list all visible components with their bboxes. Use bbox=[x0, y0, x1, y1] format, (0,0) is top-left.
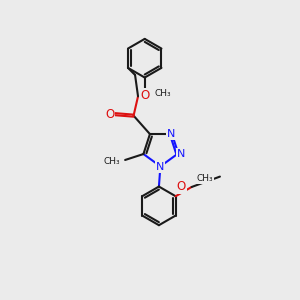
Text: CH₃: CH₃ bbox=[197, 175, 213, 184]
Text: CH₃: CH₃ bbox=[154, 89, 171, 98]
Text: N: N bbox=[167, 129, 175, 139]
Text: N: N bbox=[156, 162, 165, 172]
Text: CH₃: CH₃ bbox=[103, 157, 120, 166]
Text: O: O bbox=[140, 89, 149, 102]
Text: N: N bbox=[177, 149, 186, 159]
Text: O: O bbox=[105, 108, 114, 121]
Text: O: O bbox=[176, 180, 186, 193]
